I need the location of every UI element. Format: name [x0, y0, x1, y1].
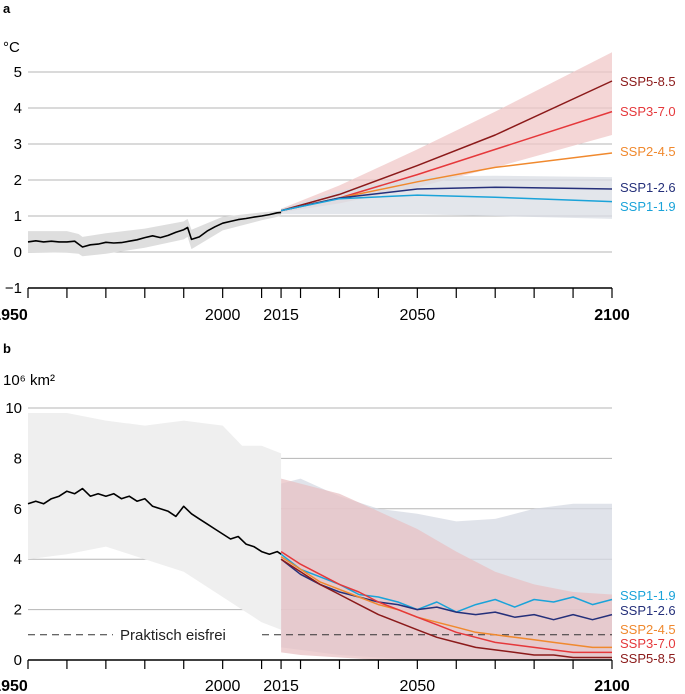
series-label: SSP3-7.0	[620, 636, 676, 651]
series-label: SSP2-4.5	[620, 144, 676, 159]
uncertainty-band	[281, 175, 612, 219]
uncertainty-band	[28, 413, 282, 630]
series-line	[280, 558, 612, 659]
panel-a-gridlines	[28, 71, 612, 289]
series-label: SSP2-4.5	[620, 622, 676, 637]
x-tick-label: 2050	[400, 307, 436, 324]
y-tick-label: 6	[14, 501, 22, 518]
panel-b-y-ticks: 0 2 4 6 8 10	[5, 400, 22, 669]
panel-a-series-labels: SSP5-8.5 SSP3-7.0 SSP2-4.5 SSP1-2.6 SSP1-1.9	[620, 74, 676, 214]
series-line	[280, 558, 613, 621]
y-tick-label: 4	[14, 100, 22, 117]
series-label: SSP5-8.5	[620, 74, 676, 89]
x-tick-label: 2050	[400, 678, 436, 694]
panel-a-label: a	[3, 1, 11, 16]
series-line	[27, 487, 282, 556]
panel-b: b 10⁶ km² Praktisch eisfrei 0 2 4 6 8 10 1950…	[0, 341, 676, 694]
panel-b-annotation: Praktisch eisfrei	[28, 627, 612, 644]
panel-a-series	[27, 80, 613, 248]
ice-free-label: Praktisch eisfrei	[120, 627, 226, 644]
panel-a: a °C −1 0 1 2 3 4 5 1950 2000 2015 2050 2100 SSP5-…	[0, 1, 676, 324]
x-tick-label: 2015	[263, 307, 299, 324]
panel-a-bands	[28, 52, 612, 257]
series-label: SSP1-2.6	[620, 180, 676, 195]
x-tick-label: 2100	[594, 307, 630, 324]
series-label: SSP1-2.6	[620, 603, 676, 618]
x-tick-label: 2015	[263, 678, 299, 694]
y-tick-label: 4	[14, 551, 22, 568]
series-label: SSP5-8.5	[620, 651, 676, 666]
series-line	[280, 550, 612, 654]
panel-a-x-axis: 1950 2000 2015 2050 2100	[0, 287, 630, 324]
y-tick-label: 8	[14, 450, 22, 467]
series-line	[280, 80, 613, 212]
y-tick-label: −1	[5, 280, 22, 297]
x-tick-label: 2000	[205, 678, 241, 694]
x-tick-label: 2100	[594, 678, 630, 694]
y-tick-label: 2	[14, 172, 22, 189]
y-tick-label: 5	[14, 64, 22, 81]
y-tick-label: 0	[14, 244, 22, 261]
series-label: SSP1-1.9	[620, 588, 676, 603]
x-tick-label: 1950	[0, 678, 28, 694]
uncertainty-band	[28, 210, 282, 257]
panel-b-series	[27, 487, 613, 659]
series-line	[280, 556, 612, 649]
y-tick-label: 10	[5, 400, 22, 417]
y-tick-label: 3	[14, 136, 22, 153]
series-label: SSP1-1.9	[620, 199, 676, 214]
panel-b-label: b	[3, 341, 11, 356]
series-line	[280, 194, 613, 212]
series-line	[27, 211, 282, 248]
y-tick-label: 0	[14, 652, 22, 669]
panel-a-y-unit: °C	[3, 39, 20, 56]
x-tick-label: 2000	[205, 307, 241, 324]
panel-b-bands	[28, 413, 612, 660]
panel-b-x-axis: 1950 2000 2015 2050 2100	[0, 659, 630, 694]
x-tick-label: 1950	[0, 307, 28, 324]
y-tick-label: 2	[14, 602, 22, 619]
series-label: SSP3-7.0	[620, 104, 676, 119]
y-tick-label: 1	[14, 208, 22, 225]
panel-b-y-unit: 10⁶ km²	[3, 372, 55, 389]
panel-a-y-ticks: −1 0 1 2 3 4 5	[5, 64, 22, 297]
